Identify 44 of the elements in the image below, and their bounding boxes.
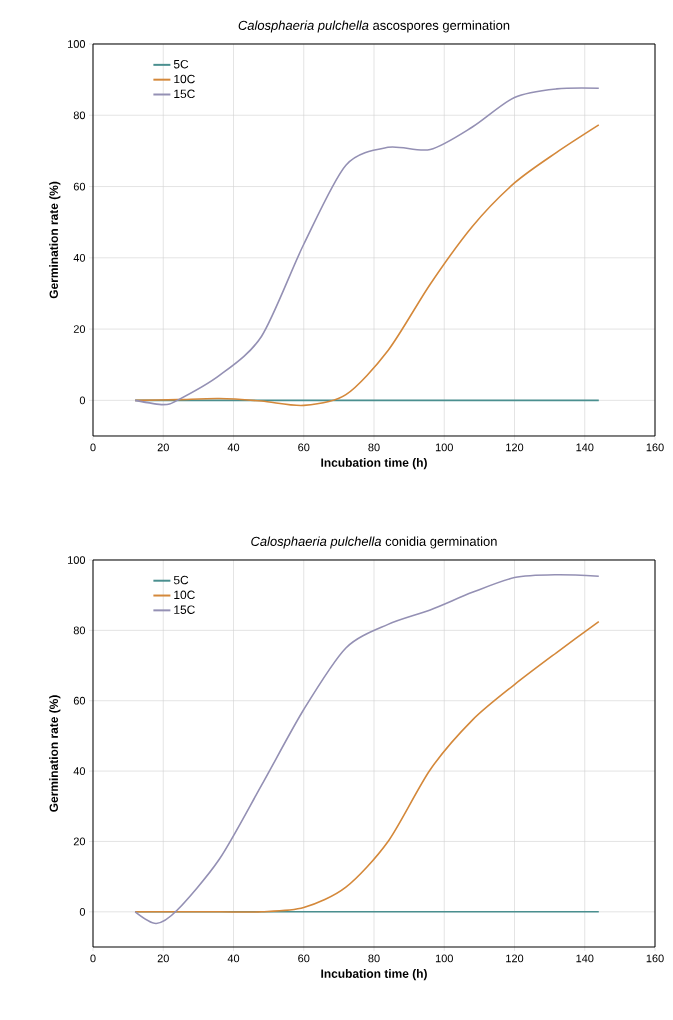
legend-label: 10C: [174, 74, 195, 84]
y-tick-label: 80: [73, 111, 86, 120]
legend-label: 15C: [174, 605, 195, 614]
x-tick-label: 40: [227, 443, 240, 452]
y-axis-title: Germination rate (%): [49, 181, 61, 299]
line-series: [134, 620, 600, 913]
x-tick-label: 80: [368, 443, 380, 452]
y-tick-label: 100: [68, 40, 86, 48]
x-tick-label: 0: [90, 954, 96, 963]
x-tick-label: 60: [298, 443, 310, 452]
y-tick-label: 0: [79, 396, 86, 405]
y-tick-label: 80: [73, 626, 86, 635]
x-tick-label: 0: [90, 443, 96, 452]
line-series: [134, 573, 600, 925]
x-tick-label: 100: [435, 954, 453, 963]
y-tick-label: 20: [73, 837, 86, 846]
x-tick-label: 120: [506, 443, 524, 452]
x-axis-title: Incubation time (h): [321, 969, 427, 981]
y-tick-label: 0: [79, 907, 86, 916]
chart-title: Calosphaeria pulchella ascospores germination: [238, 20, 510, 33]
x-tick-label: 160: [646, 954, 664, 963]
y-axis-title: Germination rate (%): [49, 695, 61, 812]
x-tick-label: 140: [576, 954, 594, 963]
x-tick-label: 20: [157, 443, 169, 452]
y-tick-label: 20: [73, 325, 86, 333]
x-tick-label: 40: [227, 954, 240, 963]
legend-label: 15C: [174, 89, 195, 99]
x-tick-label: 60: [298, 954, 310, 963]
y-tick-label: 40: [73, 767, 86, 775]
x-axis-title: Incubation time (h): [321, 458, 427, 470]
x-tick-label: 140: [576, 443, 594, 452]
legend-label: 5C: [173, 59, 189, 69]
y-tick-label: 100: [68, 556, 86, 564]
legend-label: 10C: [174, 590, 195, 600]
legend-label: 5C: [173, 575, 189, 585]
y-tick-label: 60: [73, 182, 86, 191]
x-tick-label: 160: [646, 443, 664, 452]
x-tick-label: 20: [157, 954, 169, 963]
y-tick-label: 40: [73, 253, 86, 262]
x-tick-label: 80: [368, 954, 380, 963]
y-tick-label: 60: [73, 696, 86, 705]
x-tick-label: 100: [435, 443, 453, 452]
chart-title: Calosphaeria pulchella conidia germination: [251, 536, 497, 549]
x-tick-label: 120: [506, 954, 524, 963]
